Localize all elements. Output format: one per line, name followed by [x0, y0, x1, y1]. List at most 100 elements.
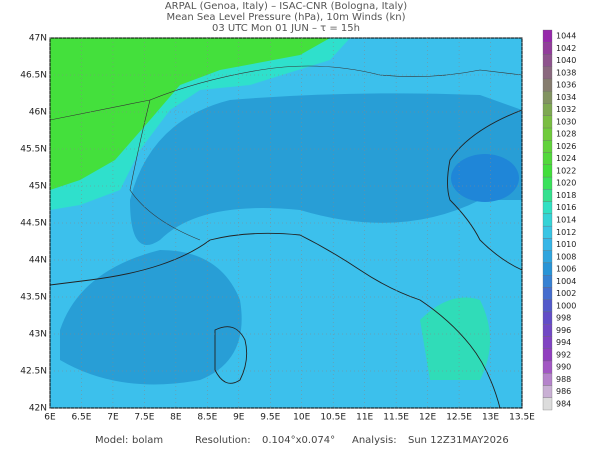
- footer-label: Analysis:: [352, 435, 397, 446]
- lon-tick-label: 12.5E: [446, 413, 472, 423]
- footer-value: bolam: [132, 435, 163, 446]
- colorbar-label: 1004: [556, 277, 576, 286]
- colorbar-label: 1010: [556, 240, 576, 249]
- colorbar-swatch: [542, 152, 553, 165]
- lon-tick-label: 10E: [293, 413, 310, 423]
- colorbar-swatch: [542, 287, 553, 300]
- colorbar-label: 1028: [556, 130, 576, 139]
- colorbar-label: 1036: [556, 81, 576, 90]
- lon-tick-label: 9E: [233, 413, 245, 423]
- lon-tick-label: 8.5E: [197, 413, 217, 423]
- colorbar-swatch: [542, 311, 553, 325]
- colorbar-swatch: [542, 78, 553, 92]
- colorbar-label: 992: [556, 350, 571, 359]
- title-line: ARPAL (Genoa, Italy) – ISAC-CNR (Bologna…: [165, 1, 407, 12]
- lon-tick-label: 8E: [170, 413, 182, 423]
- lon-tick-label: 13E: [482, 413, 499, 423]
- colorbar-swatch: [542, 176, 553, 190]
- colorbar-swatch: [542, 29, 553, 43]
- colorbar-label: 1020: [556, 179, 576, 188]
- colorbar-swatch: [542, 373, 553, 386]
- lon-tick-label: 6E: [44, 413, 56, 423]
- lon-tick-label: 13.5E: [509, 413, 535, 423]
- colorbar-label: 1030: [556, 117, 576, 126]
- colorbar-swatch: [542, 42, 553, 55]
- lat-tick-label: 44.5N: [20, 219, 47, 229]
- colorbar-label: 1024: [556, 154, 576, 163]
- colorbar-label: 1014: [556, 216, 576, 225]
- colorbar-swatch: [542, 275, 553, 288]
- colorbar-label: 998: [556, 314, 571, 323]
- colorbar-label: 1026: [556, 142, 576, 151]
- colorbar-swatch: [542, 189, 553, 202]
- colorbar-swatch: [542, 164, 553, 178]
- colorbar-swatch: [542, 201, 553, 215]
- colorbar: 1044 1042 1040 1038 1036 1034 1032 1030 1028 1026…: [542, 29, 576, 411]
- colorbar-swatch: [542, 115, 553, 129]
- colorbar-label: 1002: [556, 289, 576, 298]
- colorbar-label: 994: [556, 338, 571, 347]
- colorbar-swatch: [542, 103, 553, 116]
- lat-tick-label: 44N: [29, 256, 47, 266]
- colorbar-swatch: [542, 250, 553, 264]
- colorbar-swatch: [542, 336, 553, 349]
- colorbar-swatch: [542, 66, 553, 80]
- lat-tick-label: 43.5N: [20, 293, 47, 303]
- lon-tick-label: 6.5E: [71, 413, 91, 423]
- title-line: 03 UTC Mon 01 JUN – τ = 15h: [212, 23, 360, 34]
- lon-tick-label: 7E: [107, 413, 119, 423]
- colorbar-label: 1038: [556, 68, 576, 77]
- colorbar-label: 1016: [556, 203, 576, 212]
- colorbar-label: 1042: [556, 44, 576, 53]
- colorbar-label: 1008: [556, 252, 576, 261]
- lon-tick-label: 11E: [356, 413, 373, 423]
- colorbar-label: 1034: [556, 93, 576, 102]
- colorbar-swatch: [542, 262, 553, 276]
- footer-value: 0.104°x0.074°: [262, 435, 335, 446]
- footer-value: Sun 12Z31MAY2026: [408, 435, 509, 446]
- colorbar-swatch: [542, 127, 553, 141]
- lon-tick-label: 9.5E: [260, 413, 280, 423]
- colorbar-label: 1012: [556, 228, 576, 237]
- title-line: Mean Sea Level Pressure (hPa), 10m Winds…: [167, 12, 406, 23]
- colorbar-label: 988: [556, 375, 571, 384]
- lat-tick-label: 46.5N: [20, 71, 47, 81]
- colorbar-swatch: [542, 385, 553, 398]
- colorbar-label: 1022: [556, 166, 576, 175]
- lat-tick-label: 43N: [29, 330, 47, 340]
- footer-label: Model:: [95, 435, 128, 446]
- footer-label: Resolution:: [195, 435, 251, 446]
- axes: 6E 6.5E 7E 7.5E 8E 8.5E 9E 9.5E 10E 10.5E 11E 11.5E…: [20, 34, 535, 423]
- colorbar-swatch: [542, 213, 553, 227]
- colorbar-swatch: [542, 397, 553, 411]
- lat-tick-label: 42.5N: [20, 367, 47, 377]
- colorbar-label: 984: [556, 399, 571, 408]
- lon-tick-label: 7.5E: [134, 413, 154, 423]
- lon-tick-label: 12E: [419, 413, 436, 423]
- lon-tick-label: 11.5E: [383, 413, 409, 423]
- colorbar-label: 990: [556, 363, 571, 372]
- colorbar-label: 1018: [556, 191, 576, 200]
- lat-tick-label: 47N: [29, 34, 47, 44]
- colorbar-swatch: [542, 54, 553, 67]
- colorbar-swatch: [542, 238, 553, 251]
- lon-tick-label: 10.5E: [320, 413, 346, 423]
- lat-tick-label: 45.5N: [20, 145, 47, 155]
- colorbar-swatch: [542, 360, 553, 374]
- lat-tick-label: 42N: [29, 404, 47, 414]
- colorbar-swatch: [542, 324, 553, 337]
- colorbar-label: 996: [556, 326, 571, 335]
- colorbar-swatch: [542, 225, 553, 239]
- colorbar-label: 986: [556, 387, 571, 396]
- colorbar-swatch: [542, 348, 553, 362]
- lat-tick-label: 45N: [29, 182, 47, 192]
- lat-tick-label: 46N: [29, 108, 47, 118]
- colorbar-label: 1040: [556, 56, 576, 65]
- colorbar-label: 1000: [556, 301, 576, 310]
- colorbar-label: 1006: [556, 265, 576, 274]
- colorbar-label: 1044: [556, 32, 576, 41]
- colorbar-swatch: [542, 91, 553, 104]
- colorbar-swatch: [542, 299, 553, 313]
- map: [50, 38, 522, 408]
